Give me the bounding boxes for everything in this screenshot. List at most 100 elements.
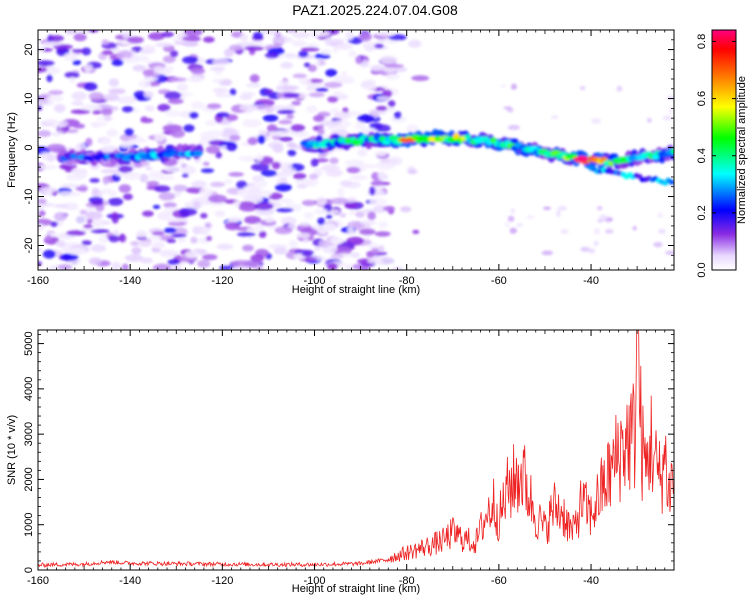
noise-blob <box>102 176 110 186</box>
noise-blob <box>238 155 258 162</box>
noise-blob <box>152 72 160 78</box>
noise-blob <box>310 30 321 37</box>
noise-blob <box>159 249 179 258</box>
noise-blob <box>55 240 66 248</box>
snr-y-label: SNR (10 * v/v) <box>6 415 18 485</box>
noise-blob <box>71 91 87 101</box>
noise-blob <box>224 221 241 231</box>
ridge-cell <box>670 148 674 155</box>
noise-blob <box>101 108 113 116</box>
noise-blob <box>48 265 56 270</box>
noise-blob <box>400 206 412 213</box>
noise-blob <box>142 210 154 217</box>
noise-blob <box>345 264 354 270</box>
noise-blob <box>286 113 294 120</box>
noise-blob <box>177 237 186 244</box>
noise-blob <box>161 31 175 38</box>
noise-blob <box>411 75 430 82</box>
noise-blob <box>246 227 265 233</box>
noise-blob <box>588 248 596 254</box>
noise-blob <box>407 169 418 174</box>
noise-blob <box>202 161 210 166</box>
noise-blob <box>111 214 119 224</box>
noise-blob <box>212 87 229 94</box>
noise-blob <box>170 129 186 138</box>
noise-blob <box>379 55 398 65</box>
x-tick-label: -160 <box>27 275 49 287</box>
noise-blob <box>69 192 82 197</box>
noise-blob <box>152 263 172 270</box>
noise-blob <box>71 100 84 106</box>
noise-blob <box>317 124 325 129</box>
noise-blob <box>596 205 603 211</box>
noise-blob <box>236 41 256 46</box>
snr-series-line <box>38 330 674 569</box>
noise-blob <box>653 241 663 248</box>
noise-blob <box>264 216 275 223</box>
noise-blob <box>121 263 129 270</box>
noise-blob <box>336 42 353 51</box>
noise-blob <box>239 94 253 100</box>
noise-blob <box>507 215 515 222</box>
noise-blob <box>327 262 338 270</box>
noise-blob <box>102 93 120 102</box>
colorbar-tick-label: 0.4 <box>696 148 708 163</box>
noise-blob <box>158 192 176 201</box>
noise-blob <box>204 222 212 229</box>
noise-blob <box>332 90 344 97</box>
noise-blob <box>111 59 124 66</box>
noise-blob <box>378 221 388 229</box>
noise-blob <box>330 236 344 245</box>
colorbar-label: Normalized spectral amplitude <box>736 76 748 224</box>
noise-blob <box>281 85 300 90</box>
noise-blob <box>199 187 214 197</box>
noise-blob <box>604 229 614 234</box>
noise-blob <box>73 123 86 129</box>
noise-blob <box>126 36 144 44</box>
noise-blob <box>325 68 338 77</box>
noise-blob <box>224 179 233 185</box>
noise-blob <box>144 105 155 112</box>
noise-blob <box>383 63 404 69</box>
noise-blob <box>276 109 295 115</box>
noise-blob <box>358 265 370 270</box>
noise-blob <box>219 265 233 270</box>
noise-blob <box>356 148 368 157</box>
y-tick-label: -10 <box>23 189 35 205</box>
noise-blob <box>507 108 514 113</box>
noise-blob <box>90 244 107 253</box>
noise-blob <box>339 212 347 218</box>
noise-blob <box>169 50 179 58</box>
noise-blob <box>579 85 586 91</box>
noise-blob <box>325 168 344 177</box>
noise-blob <box>349 175 368 181</box>
noise-blob <box>201 254 218 261</box>
noise-blob <box>374 124 391 133</box>
snr-x-label: Height of straight line (km) <box>292 583 420 595</box>
noise-blob <box>292 31 311 39</box>
noise-blob <box>60 164 71 170</box>
noise-blob <box>278 198 294 203</box>
noise-blob <box>208 194 227 204</box>
noise-blob <box>67 247 87 256</box>
noise-blob <box>260 169 277 177</box>
noise-blob <box>406 124 419 134</box>
noise-blob <box>526 215 535 219</box>
noise-blob <box>81 240 92 246</box>
noise-blob <box>309 173 319 180</box>
noise-blob <box>236 232 256 237</box>
noise-blob <box>139 173 149 183</box>
noise-blob <box>317 127 325 136</box>
noise-blob <box>92 221 105 228</box>
noise-blob <box>108 235 120 243</box>
noise-blob <box>383 66 397 73</box>
noise-blob <box>303 211 314 220</box>
noise-blob <box>65 30 78 34</box>
y-tick-label: 3000 <box>23 422 35 446</box>
x-tick-label: -40 <box>583 575 599 587</box>
noise-blob <box>233 200 241 208</box>
noise-blob <box>167 98 184 105</box>
noise-blob <box>38 60 55 67</box>
noise-blob <box>89 178 100 183</box>
